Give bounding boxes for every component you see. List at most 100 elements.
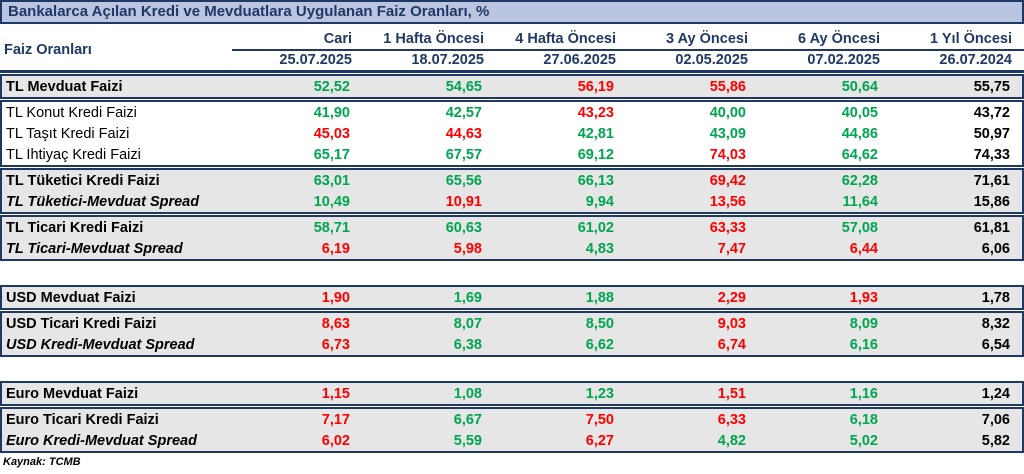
row-label: TL Ticari Kredi Faizi	[6, 219, 144, 236]
table-row: TL İhtiyaç Kredi Faizi 65,17 67,57 69,12 74,…	[2, 144, 1022, 165]
row-label: Euro Kredi-Mevduat Spread	[6, 432, 197, 449]
value-cell: 1,90	[321, 289, 350, 306]
column-header: 6 Ay Öncesi	[798, 31, 880, 47]
value-cell: 6,19	[321, 240, 350, 257]
value-cell: 43,09	[709, 125, 746, 142]
value-cell: 61,81	[973, 219, 1010, 236]
value-cell: 57,08	[841, 219, 878, 236]
row-label: Euro Ticari Kredi Faizi	[6, 411, 159, 428]
value-cell: 50,97	[973, 125, 1010, 142]
value-cell: 74,33	[973, 146, 1010, 163]
column-date: 25.07.2025	[279, 52, 352, 68]
row-label: TL Taşıt Kredi Faizi	[6, 125, 130, 142]
value-cell: 55,86	[709, 78, 746, 95]
value-cell: 1,23	[585, 385, 614, 402]
value-cell: 9,03	[717, 315, 746, 332]
value-cell: 10,91	[445, 193, 482, 210]
value-cell: 7,17	[321, 411, 350, 428]
value-cell: 8,50	[585, 315, 614, 332]
row-label: TL Konut Kredi Faizi	[6, 104, 137, 121]
value-cell: 6,73	[321, 336, 350, 353]
table-header: Faiz Oranları Cari 1 Hafta Öncesi 4 Hafta …	[0, 26, 1024, 73]
row-label: TL Tüketici Kredi Faizi	[6, 172, 160, 189]
value-cell: 6,18	[849, 411, 878, 428]
value-cell: 44,63	[445, 125, 482, 142]
value-cell: 43,72	[973, 104, 1010, 121]
value-cell: 60,63	[445, 219, 482, 236]
value-cell: 11,64	[842, 193, 879, 210]
column-header: Cari	[323, 31, 352, 47]
row-label: USD Ticari Kredi Faizi	[6, 315, 157, 332]
table-row: TL Ticari Kredi Faizi 58,71 60,63 61,02 63,3…	[2, 217, 1022, 238]
row-label: TL Mevduat Faizi	[6, 78, 123, 95]
value-cell: 13,56	[709, 193, 746, 210]
value-cell: 2,29	[717, 289, 746, 306]
value-cell: 6,67	[453, 411, 482, 428]
value-cell: 69,12	[577, 146, 614, 163]
value-cell: 6,62	[585, 336, 614, 353]
value-cell: 50,64	[841, 78, 878, 95]
row-label: TL İhtiyaç Kredi Faizi	[6, 146, 141, 163]
value-cell: 1,88	[585, 289, 614, 306]
value-cell: 55,75	[973, 78, 1010, 95]
column-header: 3 Ay Öncesi	[666, 31, 748, 47]
page-title: Bankalarca Açılan Kredi ve Mevduatlara U…	[0, 0, 1024, 24]
value-cell: 1,08	[453, 385, 482, 402]
row-label: USD Mevduat Faizi	[6, 289, 136, 306]
value-cell: 8,63	[321, 315, 350, 332]
value-cell: 8,32	[981, 315, 1010, 332]
table-section: TL Ticari Kredi Faizi 58,71 60,63 61,02 63,3…	[0, 215, 1024, 261]
value-cell: 15,86	[973, 193, 1010, 210]
value-cell: 1,15	[321, 385, 350, 402]
table-section: TL Tüketici Kredi Faizi 63,01 65,56 66,13 69…	[0, 168, 1024, 214]
value-cell: 44,86	[841, 125, 878, 142]
value-cell: 65,56	[445, 172, 482, 189]
column-date: 26.07.2024	[939, 52, 1012, 68]
column-date: 18.07.2025	[411, 52, 484, 68]
value-cell: 1,78	[981, 289, 1010, 306]
value-cell: 41,90	[313, 104, 350, 121]
table-section: TL Konut Kredi Faizi 41,90 42,57 43,23 40,00…	[0, 100, 1024, 167]
value-cell: 61,02	[577, 219, 614, 236]
table-row: USD Mevduat Faizi 1,90 1,69 1,88 2,29 1,93 1,7…	[2, 287, 1022, 308]
table-row: TL Konut Kredi Faizi 41,90 42,57 43,23 40,00…	[2, 102, 1022, 123]
column-header: 1 Yıl Öncesi	[930, 31, 1012, 47]
value-cell: 66,13	[577, 172, 614, 189]
table-row: TL Tüketici-Mevduat Spread 10,49 10,91 9,94…	[2, 191, 1022, 212]
value-cell: 42,57	[445, 104, 482, 121]
value-cell: 64,62	[841, 146, 878, 163]
row-header-label: Faiz Oranları	[4, 42, 92, 58]
table-section: USD Mevduat Faizi 1,90 1,69 1,88 2,29 1,93 1,7…	[0, 285, 1024, 310]
value-cell: 6,74	[717, 336, 746, 353]
value-cell: 54,65	[445, 78, 482, 95]
value-cell: 5,02	[849, 432, 878, 449]
value-cell: 62,28	[841, 172, 878, 189]
table-row: Euro Kredi-Mevduat Spread 6,02 5,59 6,27 4,8…	[2, 430, 1022, 451]
table-sections: TL Mevduat Faizi 52,52 54,65 56,19 55,86 50,6…	[0, 74, 1024, 453]
header-columns-row: Cari 1 Hafta Öncesi 4 Hafta Öncesi 3 Ay Önc…	[232, 30, 1024, 51]
value-cell: 6,54	[981, 336, 1010, 353]
value-cell: 10,49	[313, 193, 350, 210]
section-gap	[0, 358, 1024, 381]
value-cell: 1,24	[981, 385, 1010, 402]
value-cell: 58,71	[313, 219, 350, 236]
value-cell: 6,02	[321, 432, 350, 449]
value-cell: 69,42	[709, 172, 746, 189]
section-gap	[0, 262, 1024, 285]
value-cell: 63,33	[709, 219, 746, 236]
value-cell: 7,47	[717, 240, 746, 257]
header-dates-row: 25.07.2025 18.07.2025 27.06.2025 02.05.2025…	[232, 51, 1024, 70]
value-cell: 6,16	[849, 336, 878, 353]
value-cell: 40,05	[841, 104, 878, 121]
table-row: TL Taşıt Kredi Faizi 45,03 44,63 42,81 43,09…	[2, 123, 1022, 144]
value-cell: 71,61	[973, 172, 1010, 189]
value-cell: 4,82	[717, 432, 746, 449]
value-cell: 1,93	[849, 289, 878, 306]
table-section: USD Ticari Kredi Faizi 8,63 8,07 8,50 9,03 8,…	[0, 311, 1024, 357]
value-cell: 63,01	[313, 172, 350, 189]
table-section: TL Mevduat Faizi 52,52 54,65 56,19 55,86 50,6…	[0, 74, 1024, 99]
value-cell: 7,06	[981, 411, 1010, 428]
table-row: TL Ticari-Mevduat Spread 6,19 5,98 4,83 7,47…	[2, 238, 1022, 259]
value-cell: 8,07	[453, 315, 482, 332]
value-cell: 6,44	[849, 240, 878, 257]
